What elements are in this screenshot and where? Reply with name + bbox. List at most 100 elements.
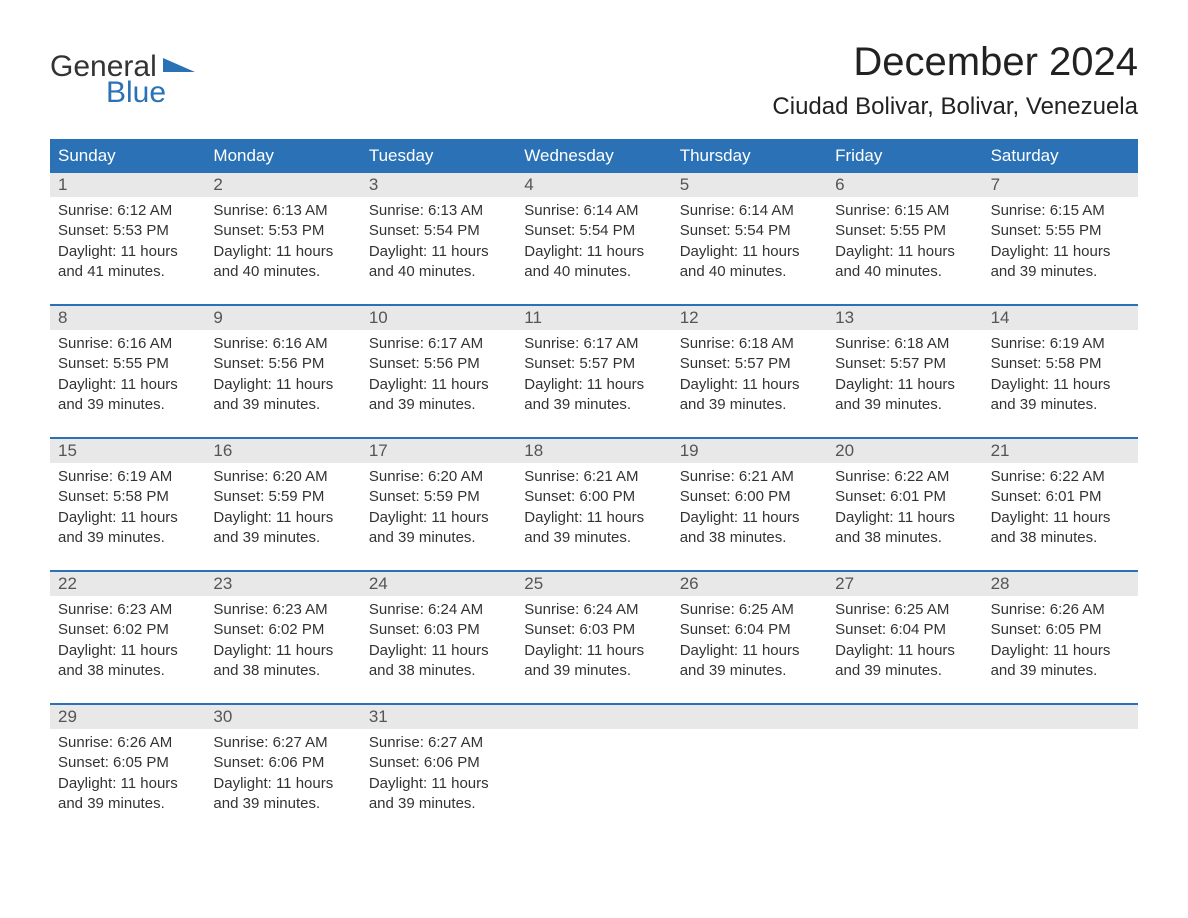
day-sunset: Sunset: 5:55 PM — [58, 354, 197, 374]
day-sunset: Sunset: 5:55 PM — [991, 221, 1130, 241]
day-cell: Sunrise: 6:27 AMSunset: 6:06 PMDaylight:… — [205, 729, 360, 814]
day-cell: Sunrise: 6:17 AMSunset: 5:56 PMDaylight:… — [361, 330, 516, 415]
day-cell: Sunrise: 6:22 AMSunset: 6:01 PMDaylight:… — [827, 463, 982, 548]
day-dl2: and 39 minutes. — [991, 395, 1130, 415]
day-dl1: Daylight: 11 hours — [213, 641, 352, 661]
day-sunrise: Sunrise: 6:19 AM — [991, 334, 1130, 354]
day-sunset: Sunset: 6:02 PM — [213, 620, 352, 640]
day-dl1: Daylight: 11 hours — [524, 508, 663, 528]
day-dl2: and 39 minutes. — [213, 395, 352, 415]
day-sunrise: Sunrise: 6:15 AM — [991, 201, 1130, 221]
day-dl2: and 39 minutes. — [524, 395, 663, 415]
weekday-header: Saturday — [983, 141, 1138, 171]
day-cell: Sunrise: 6:14 AMSunset: 5:54 PMDaylight:… — [672, 197, 827, 282]
day-number: 11 — [516, 306, 671, 330]
location-subtitle: Ciudad Bolivar, Bolivar, Venezuela — [772, 93, 1138, 121]
day-sunrise: Sunrise: 6:24 AM — [369, 600, 508, 620]
day-cell: Sunrise: 6:19 AMSunset: 5:58 PMDaylight:… — [50, 463, 205, 548]
day-dl2: and 40 minutes. — [835, 262, 974, 282]
day-number: 23 — [205, 572, 360, 596]
day-sunset: Sunset: 6:02 PM — [58, 620, 197, 640]
day-cell: Sunrise: 6:18 AMSunset: 5:57 PMDaylight:… — [827, 330, 982, 415]
day-number: 1 — [50, 173, 205, 197]
day-cell: Sunrise: 6:24 AMSunset: 6:03 PMDaylight:… — [361, 596, 516, 681]
day-number: 15 — [50, 439, 205, 463]
day-dl2: and 39 minutes. — [991, 661, 1130, 681]
logo-text-blue: Blue — [106, 76, 195, 110]
weekday-header: Thursday — [672, 141, 827, 171]
day-dl2: and 40 minutes. — [369, 262, 508, 282]
day-sunset: Sunset: 5:59 PM — [213, 487, 352, 507]
day-dl2: and 39 minutes. — [835, 661, 974, 681]
day-dl1: Daylight: 11 hours — [369, 508, 508, 528]
day-sunset: Sunset: 5:57 PM — [680, 354, 819, 374]
week-row: 891011121314Sunrise: 6:16 AMSunset: 5:55… — [50, 304, 1138, 415]
day-number: 7 — [983, 173, 1138, 197]
day-sunrise: Sunrise: 6:16 AM — [213, 334, 352, 354]
day-number — [827, 705, 982, 729]
day-sunrise: Sunrise: 6:22 AM — [835, 467, 974, 487]
day-dl1: Daylight: 11 hours — [213, 375, 352, 395]
day-dl1: Daylight: 11 hours — [369, 774, 508, 794]
day-number: 10 — [361, 306, 516, 330]
day-dl1: Daylight: 11 hours — [213, 774, 352, 794]
weekday-header: Friday — [827, 141, 982, 171]
weekday-header: Wednesday — [516, 141, 671, 171]
day-number: 26 — [672, 572, 827, 596]
day-dl1: Daylight: 11 hours — [680, 242, 819, 262]
day-number: 9 — [205, 306, 360, 330]
day-sunset: Sunset: 5:58 PM — [991, 354, 1130, 374]
day-sunrise: Sunrise: 6:17 AM — [524, 334, 663, 354]
day-cell: Sunrise: 6:22 AMSunset: 6:01 PMDaylight:… — [983, 463, 1138, 548]
day-sunrise: Sunrise: 6:27 AM — [369, 733, 508, 753]
day-sunrise: Sunrise: 6:17 AM — [369, 334, 508, 354]
day-dl1: Daylight: 11 hours — [58, 774, 197, 794]
day-cell: Sunrise: 6:26 AMSunset: 6:05 PMDaylight:… — [983, 596, 1138, 681]
day-sunset: Sunset: 5:54 PM — [369, 221, 508, 241]
weekday-header: Monday — [205, 141, 360, 171]
day-cell: Sunrise: 6:13 AMSunset: 5:53 PMDaylight:… — [205, 197, 360, 282]
day-sunrise: Sunrise: 6:24 AM — [524, 600, 663, 620]
day-cell: Sunrise: 6:14 AMSunset: 5:54 PMDaylight:… — [516, 197, 671, 282]
day-dl1: Daylight: 11 hours — [369, 641, 508, 661]
day-sunset: Sunset: 5:57 PM — [835, 354, 974, 374]
logo: General Blue — [50, 50, 195, 110]
day-sunrise: Sunrise: 6:27 AM — [213, 733, 352, 753]
day-sunrise: Sunrise: 6:20 AM — [213, 467, 352, 487]
day-dl1: Daylight: 11 hours — [991, 508, 1130, 528]
day-dl1: Daylight: 11 hours — [524, 375, 663, 395]
day-sunrise: Sunrise: 6:21 AM — [524, 467, 663, 487]
day-dl2: and 39 minutes. — [835, 395, 974, 415]
day-number: 20 — [827, 439, 982, 463]
day-sunset: Sunset: 6:01 PM — [991, 487, 1130, 507]
day-dl1: Daylight: 11 hours — [991, 641, 1130, 661]
day-cell: Sunrise: 6:15 AMSunset: 5:55 PMDaylight:… — [827, 197, 982, 282]
day-sunset: Sunset: 5:55 PM — [835, 221, 974, 241]
calendar: SundayMondayTuesdayWednesdayThursdayFrid… — [50, 139, 1138, 814]
day-cell: Sunrise: 6:13 AMSunset: 5:54 PMDaylight:… — [361, 197, 516, 282]
day-sunrise: Sunrise: 6:18 AM — [835, 334, 974, 354]
day-number: 8 — [50, 306, 205, 330]
day-sunset: Sunset: 5:53 PM — [213, 221, 352, 241]
day-dl2: and 39 minutes. — [991, 262, 1130, 282]
day-number: 30 — [205, 705, 360, 729]
day-number — [983, 705, 1138, 729]
day-cell — [516, 729, 671, 814]
day-dl2: and 38 minutes. — [835, 528, 974, 548]
day-dl2: and 38 minutes. — [213, 661, 352, 681]
day-dl1: Daylight: 11 hours — [369, 242, 508, 262]
day-sunrise: Sunrise: 6:14 AM — [680, 201, 819, 221]
week-row: 22232425262728Sunrise: 6:23 AMSunset: 6:… — [50, 570, 1138, 681]
weekday-header: Tuesday — [361, 141, 516, 171]
day-sunset: Sunset: 6:06 PM — [213, 753, 352, 773]
day-number — [516, 705, 671, 729]
day-dl2: and 39 minutes. — [680, 661, 819, 681]
day-number: 21 — [983, 439, 1138, 463]
day-sunrise: Sunrise: 6:16 AM — [58, 334, 197, 354]
day-dl2: and 39 minutes. — [524, 661, 663, 681]
day-cell: Sunrise: 6:24 AMSunset: 6:03 PMDaylight:… — [516, 596, 671, 681]
day-sunrise: Sunrise: 6:26 AM — [991, 600, 1130, 620]
day-dl1: Daylight: 11 hours — [680, 508, 819, 528]
day-cell: Sunrise: 6:15 AMSunset: 5:55 PMDaylight:… — [983, 197, 1138, 282]
day-sunrise: Sunrise: 6:22 AM — [991, 467, 1130, 487]
